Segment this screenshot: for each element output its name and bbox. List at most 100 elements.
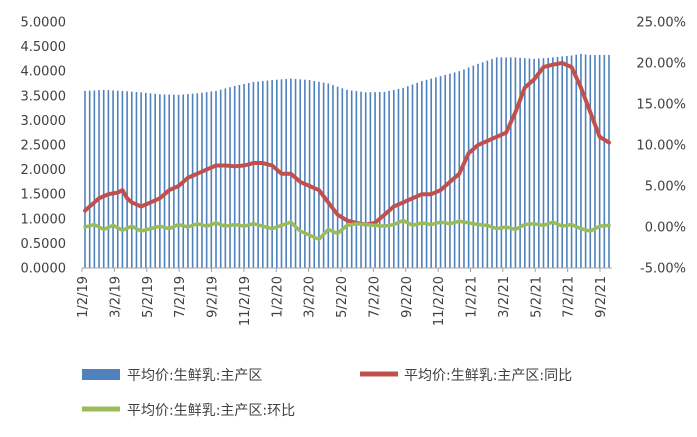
bar — [481, 62, 484, 268]
bar — [580, 53, 582, 269]
bar — [93, 90, 96, 268]
bar — [154, 93, 156, 268]
line-series-group — [83, 61, 611, 242]
y-right-tick: 25.00% — [636, 16, 686, 31]
bar — [196, 93, 199, 268]
y-left-tick: 4.5000 — [21, 40, 67, 55]
bar — [383, 91, 386, 268]
bar — [271, 80, 273, 268]
bar — [88, 90, 91, 268]
bar — [313, 80, 316, 268]
x-axis-ticks: 1/2/19 3/2/19 5/2/19 7/2/19 9/2/19 11/2/19 1/2… — [76, 268, 609, 326]
bar — [589, 54, 592, 269]
bar — [126, 91, 128, 268]
bar — [112, 90, 114, 268]
y-right-tick: 0.00% — [645, 221, 686, 236]
legend-label-yoy: 平均价:生鲜乳:主产区:同比 — [404, 368, 572, 384]
bar — [463, 69, 465, 268]
bar — [430, 78, 433, 268]
bar — [350, 90, 353, 268]
bar — [514, 57, 517, 268]
bar — [163, 94, 166, 268]
bar — [322, 82, 325, 268]
bar — [229, 87, 231, 268]
legend-swatch-price — [82, 369, 120, 380]
bar — [140, 92, 142, 268]
bar — [341, 88, 344, 268]
line-yoy — [83, 61, 611, 227]
line-mom — [83, 218, 611, 242]
bar — [210, 91, 213, 268]
bar — [369, 92, 372, 268]
x-tick-label: 9/2/19 — [206, 276, 221, 318]
bar — [519, 57, 521, 268]
bar — [561, 56, 564, 268]
bar — [360, 91, 362, 269]
x-tick-label: 3/2/20 — [303, 276, 318, 318]
bar — [570, 55, 573, 269]
bar — [261, 81, 264, 268]
bar — [542, 58, 545, 268]
x-tick-label: 7/2/19 — [173, 276, 188, 318]
y-right-tick: 15.00% — [636, 98, 686, 113]
bar — [533, 58, 535, 269]
x-tick-label: 9/2/21 — [594, 276, 609, 318]
bar — [98, 90, 100, 268]
bar — [486, 60, 489, 269]
bar — [84, 90, 86, 268]
x-tick-label: 1/2/20 — [270, 276, 285, 318]
legend: 平均价:生鲜乳:主产区 平均价:生鲜乳:主产区:同比 平均价:生鲜乳:主产区:环… — [82, 368, 572, 419]
bar — [215, 90, 217, 268]
bar — [102, 89, 105, 269]
bar — [205, 92, 208, 268]
bar — [304, 79, 306, 268]
bar — [135, 91, 138, 269]
bar — [477, 63, 479, 268]
bar — [168, 94, 171, 268]
x-tick-label: 7/2/20 — [367, 276, 382, 318]
bar — [294, 78, 297, 268]
x-tick-label: 3/2/21 — [497, 276, 512, 318]
x-tick-label: 11/2/20 — [432, 276, 447, 326]
y-left-tick: 0.5000 — [21, 237, 67, 252]
x-tick-label: 3/2/19 — [108, 276, 123, 318]
bar — [364, 92, 367, 268]
y-left-tick: 2.0000 — [21, 163, 67, 178]
legend-label-price: 平均价:生鲜乳:主产区 — [127, 368, 262, 384]
bar — [435, 77, 437, 268]
bar — [374, 92, 376, 268]
bar — [276, 79, 278, 268]
bar — [556, 56, 559, 269]
bar — [584, 54, 587, 268]
bar — [523, 58, 526, 268]
bar — [495, 57, 498, 268]
bar — [130, 91, 133, 269]
x-tick-label: 5/2/20 — [335, 276, 350, 318]
bar — [444, 74, 447, 268]
y-left-tick: 5.0000 — [21, 16, 67, 31]
bar — [453, 72, 456, 269]
bar — [159, 94, 161, 268]
bar — [411, 84, 414, 268]
bar — [528, 58, 531, 268]
bar — [252, 82, 255, 269]
bar — [402, 87, 404, 269]
bar — [416, 82, 418, 268]
bar — [247, 83, 250, 268]
y-left-tick: 3.0000 — [21, 114, 67, 129]
bar — [594, 54, 596, 269]
bar — [224, 88, 227, 268]
bar — [467, 67, 470, 268]
bar — [355, 91, 358, 268]
x-tick-label: 11/2/19 — [238, 276, 253, 326]
y-left-tick: 4.0000 — [21, 65, 67, 80]
bar — [299, 79, 302, 268]
y-left-tick: 1.0000 — [21, 212, 67, 227]
bar — [603, 54, 606, 269]
right-axis-ticks: -5.00% 0.00% 5.00% 10.00% 15.00% 20.00% 25.00% — [636, 16, 686, 277]
bar — [575, 54, 578, 268]
y-right-tick: 20.00% — [636, 57, 686, 72]
bar — [145, 92, 147, 268]
bar — [327, 83, 330, 268]
bar — [177, 94, 180, 268]
